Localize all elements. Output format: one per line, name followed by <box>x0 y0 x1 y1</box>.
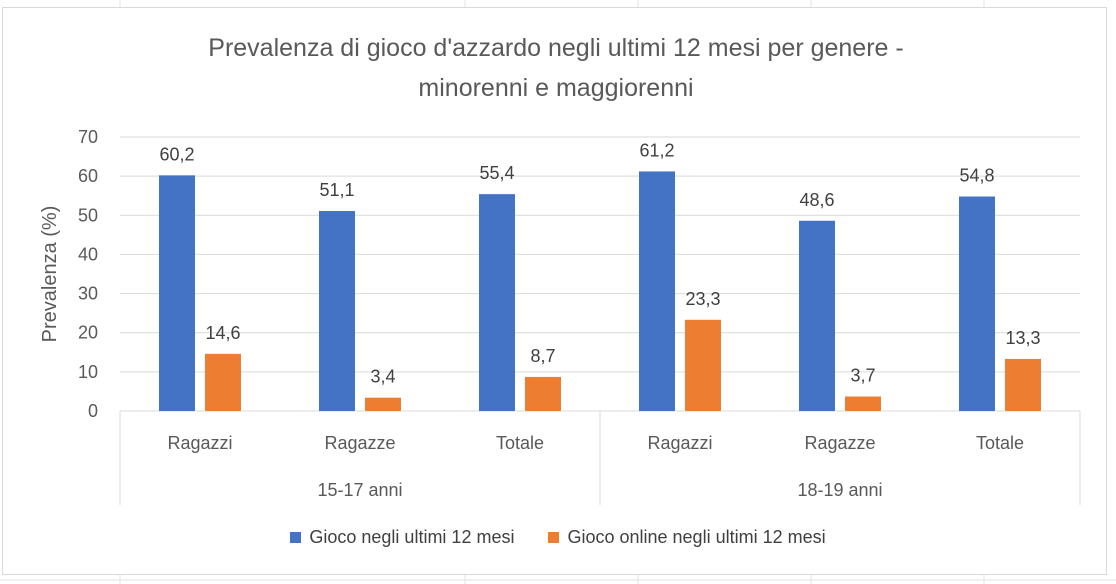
y-tick-label: 70 <box>78 127 98 147</box>
y-tick-label: 10 <box>78 362 98 382</box>
bar-series-1 <box>799 220 835 411</box>
y-tick-label: 40 <box>78 244 98 264</box>
bar-series-1 <box>639 171 675 411</box>
bar-series-1 <box>479 194 515 411</box>
legend-swatch-series-1 <box>290 532 302 543</box>
chart-title-line-2: minorenni e maggiorenni <box>418 74 694 102</box>
chart-title: Prevalenza di gioco d'azzardo negli ulti… <box>0 28 1112 108</box>
y-tick-label: 60 <box>78 166 98 186</box>
legend: Gioco negli ultimi 12 mesi Gioco online … <box>0 527 1116 548</box>
legend-item-series-1: Gioco negli ultimi 12 mesi <box>290 527 514 548</box>
bar-series-2 <box>1005 358 1041 411</box>
data-label-series-1: 48,6 <box>799 190 834 210</box>
data-label-series-1: 54,8 <box>959 165 994 185</box>
x-category-label: Totale <box>976 433 1024 453</box>
legend-item-series-2: Gioco online negli ultimi 12 mesi <box>548 527 826 548</box>
data-label-series-2: 8,7 <box>530 346 555 366</box>
chart-title-line-1: Prevalenza di gioco d'azzardo negli ulti… <box>208 34 904 62</box>
bar-series-2 <box>845 396 881 411</box>
legend-label-series-2: Gioco online negli ultimi 12 mesi <box>567 527 826 547</box>
bar-series-1 <box>959 196 995 411</box>
y-tick-label: 50 <box>78 205 98 225</box>
bar-series-1 <box>319 210 355 411</box>
data-label-series-1: 61,2 <box>639 140 674 160</box>
bar-series-1 <box>159 175 195 411</box>
data-label-series-2: 13,3 <box>1005 328 1040 348</box>
bar-series-2 <box>205 353 241 411</box>
data-label-series-2: 23,3 <box>685 289 720 309</box>
data-label-series-2: 14,6 <box>205 323 240 343</box>
bar-series-2 <box>365 397 401 411</box>
x-group-label: 18-19 anni <box>797 480 882 500</box>
data-label-series-1: 51,1 <box>319 180 354 200</box>
data-label-series-1: 60,2 <box>159 144 194 164</box>
legend-swatch-series-2 <box>548 532 560 543</box>
y-tick-label: 0 <box>88 401 98 421</box>
y-axis-title: Prevalenza (%) <box>39 206 61 343</box>
bar-series-2 <box>525 376 561 411</box>
data-label-series-2: 3,7 <box>850 366 875 386</box>
legend-label-series-1: Gioco negli ultimi 12 mesi <box>309 527 515 547</box>
x-category-label: Ragazzi <box>647 433 712 453</box>
x-group-label: 15-17 anni <box>317 480 402 500</box>
data-label-series-2: 3,4 <box>370 367 395 387</box>
x-category-label: Ragazze <box>804 433 875 453</box>
bar-series-2 <box>685 319 721 411</box>
x-category-label: Ragazzi <box>167 433 232 453</box>
x-category-label: Ragazze <box>324 433 395 453</box>
y-tick-label: 20 <box>78 323 98 343</box>
data-label-series-1: 55,4 <box>479 163 514 183</box>
y-tick-label: 30 <box>78 284 98 304</box>
x-category-label: Totale <box>496 433 544 453</box>
